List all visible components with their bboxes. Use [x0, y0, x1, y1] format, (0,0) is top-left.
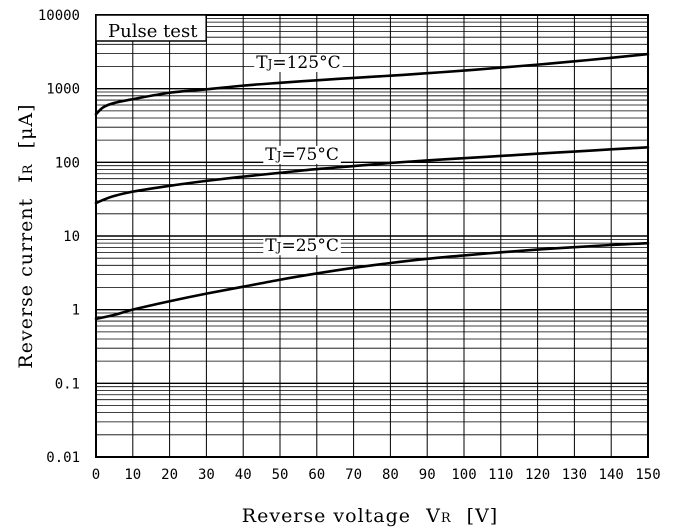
x-axis-title-unit: [V]	[467, 505, 499, 527]
curve-label-rest: =125°C	[272, 53, 340, 73]
y-axis-title-unit: [μA]	[15, 103, 37, 148]
series-line-0	[94, 52, 650, 116]
y-axis-title-subscript: R	[21, 163, 36, 174]
x-tick-label: 60	[308, 467, 325, 483]
plot-frame	[95, 14, 649, 458]
x-tick-label: 50	[272, 467, 289, 483]
y-axis-title-symbol: I	[15, 174, 37, 183]
x-tick-label: 40	[235, 467, 252, 483]
series-line-2	[94, 241, 650, 321]
x-tick-label: 90	[419, 467, 436, 483]
x-tick-label: 120	[525, 467, 550, 483]
x-tick-label: 80	[382, 467, 399, 483]
x-axis-title-text: Reverse voltage	[242, 505, 411, 527]
curve-label-2: TJ=25°C	[265, 236, 339, 256]
series-line-1	[94, 146, 650, 205]
x-tick-label: 20	[161, 467, 178, 483]
curve-label-rest: =75°C	[281, 145, 338, 165]
series-curves	[94, 52, 650, 321]
y-tick-label: 10000	[38, 8, 80, 24]
x-tick-label: 140	[599, 467, 624, 483]
x-tick-label: 110	[488, 467, 513, 483]
y-tick-label: 100	[55, 155, 80, 171]
x-tick-label: 130	[562, 467, 587, 483]
curve-label-sub: J	[275, 240, 282, 254]
x-axis-title-symbol: V	[425, 505, 441, 527]
y-axis-title-text: Reverse current	[15, 198, 37, 369]
y-tick-labels: 0.01 0.1 1 10 100 1000 10000	[38, 8, 80, 466]
label-backgrounds	[254, 54, 343, 256]
x-tick-label: 10	[124, 467, 141, 483]
grid	[95, 15, 649, 458]
y-tick-label: 0.1	[55, 376, 80, 392]
y-tick-label: 1000	[46, 82, 80, 98]
curve-label-main: T	[265, 236, 277, 256]
x-tick-label: 0	[92, 467, 100, 483]
x-axis-title-subscript: R	[441, 511, 452, 526]
x-tick-labels: 0 10 20 30 40 50 60 70 80 90 100 110 120 130 140 150	[92, 467, 661, 483]
y-axis-title: Reverse current IR [μA]	[15, 103, 37, 368]
curve-label-sub: J	[275, 149, 282, 163]
y-tick-label: 1	[72, 303, 80, 319]
curve-label-rest: =25°C	[281, 236, 338, 256]
x-axis-title: Reverse voltage VR [V]	[242, 505, 498, 527]
curve-label-1: TJ=75°C	[265, 145, 339, 165]
curve-labels: TJ=125°CTJ=75°CTJ=25°C	[256, 53, 340, 256]
x-tick-label: 100	[451, 467, 476, 483]
x-tick-label: 70	[345, 467, 362, 483]
x-tick-label: 30	[198, 467, 215, 483]
curve-label-main: T	[265, 145, 277, 165]
curve-label-sub: J	[266, 57, 273, 71]
curve-label-main: T	[256, 53, 268, 73]
y-tick-label: 0.01	[46, 450, 80, 466]
curve-label-0: TJ=125°C	[256, 53, 340, 73]
curve-label-background	[263, 237, 341, 256]
y-tick-label: 10	[63, 229, 80, 245]
curve-label-background	[254, 54, 343, 73]
x-tick-label: 150	[635, 467, 660, 483]
pulse-test-note: Pulse test	[108, 21, 198, 42]
pulse-test-box	[95, 14, 207, 42]
curve-label-background	[263, 145, 341, 164]
